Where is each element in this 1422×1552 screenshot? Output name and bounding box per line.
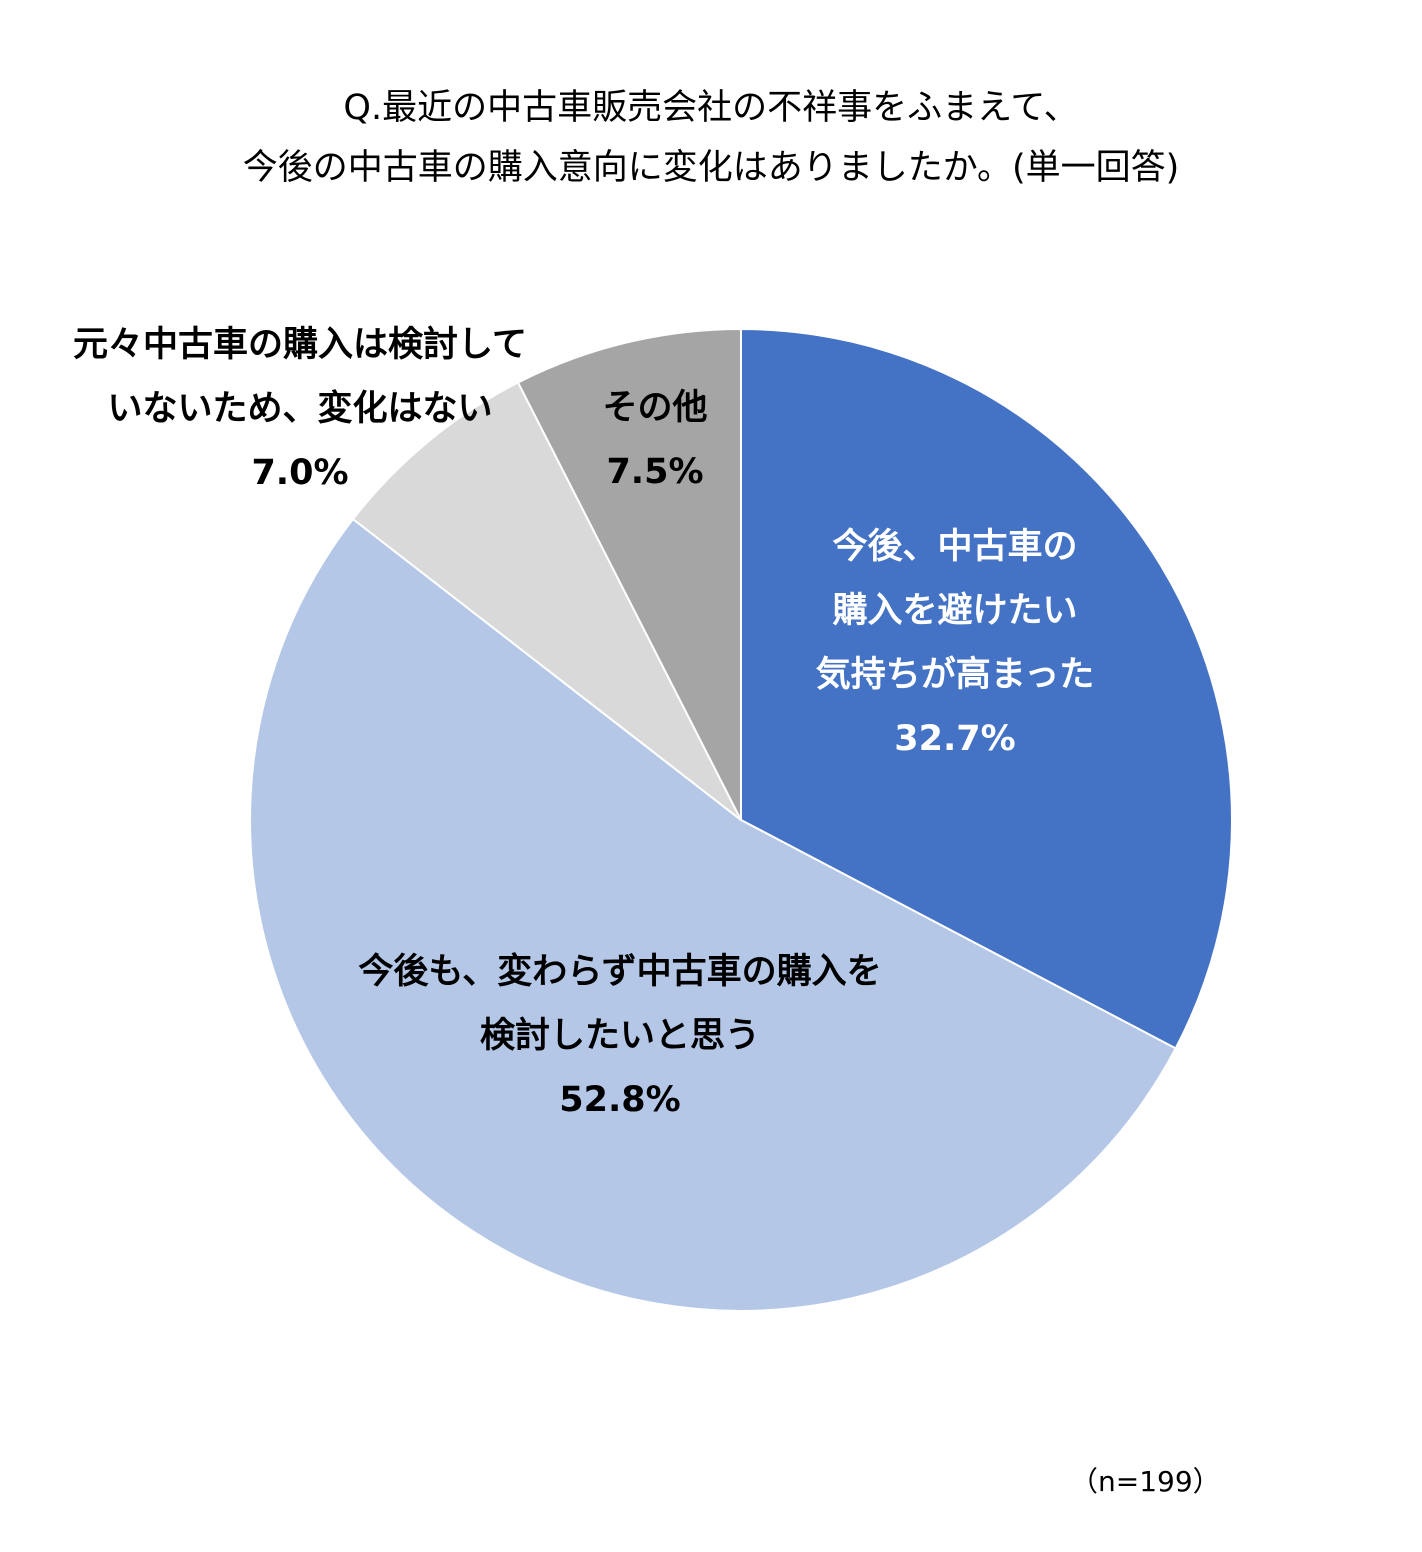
pie-slice-avoid	[740, 327, 1234, 1050]
slice-label-other: その他 7.5%	[575, 376, 735, 504]
slice-value-avoid: 32.7%	[894, 719, 1016, 759]
slice-label-continue-line-2: 検討したいと思う	[479, 1016, 760, 1056]
pie-slice-continue	[249, 517, 1178, 1312]
slice-label-other-line-1: その他	[602, 388, 708, 428]
slice-label-avoid-line-3: 気持ちが高まった	[815, 655, 1095, 695]
sample-size-note: （n=199）	[1070, 1465, 1221, 1498]
slice-label-notconsidering-line-2: いないため、変化はない	[107, 389, 493, 429]
slice-label-avoid-line-2: 購入を避けたい	[832, 591, 1078, 631]
slice-label-avoid: 今後、中古車の 購入を避けたい 気持ちが高まった 32.7%	[790, 515, 1120, 771]
slice-label-avoid-line-1: 今後、中古車の	[832, 527, 1078, 567]
pie-slice-notconsidering	[351, 381, 742, 821]
slice-value-notconsidering: 7.0%	[251, 453, 349, 493]
slice-value-other: 7.5%	[606, 452, 704, 492]
slice-label-notconsidering: 元々中古車の購入は検討して いないため、変化はない 7.0%	[10, 313, 590, 505]
slice-label-continue-line-1: 今後も、変わらず中古車の購入を	[358, 952, 882, 992]
slice-label-continue: 今後も、変わらず中古車の購入を 検討したいと思う 52.8%	[320, 940, 920, 1132]
pie-slice-other	[516, 327, 742, 821]
slice-value-continue: 52.8%	[559, 1080, 681, 1120]
slice-label-notconsidering-line-1: 元々中古車の購入は検討して	[73, 325, 527, 365]
chart-title-line-2: 今後の中古車の購入意向に変化はありましたか。(単一回答)	[242, 148, 1180, 188]
chart-title-line-1: Q.最近の中古車販売会社の不祥事をふまえて、	[343, 88, 1079, 128]
